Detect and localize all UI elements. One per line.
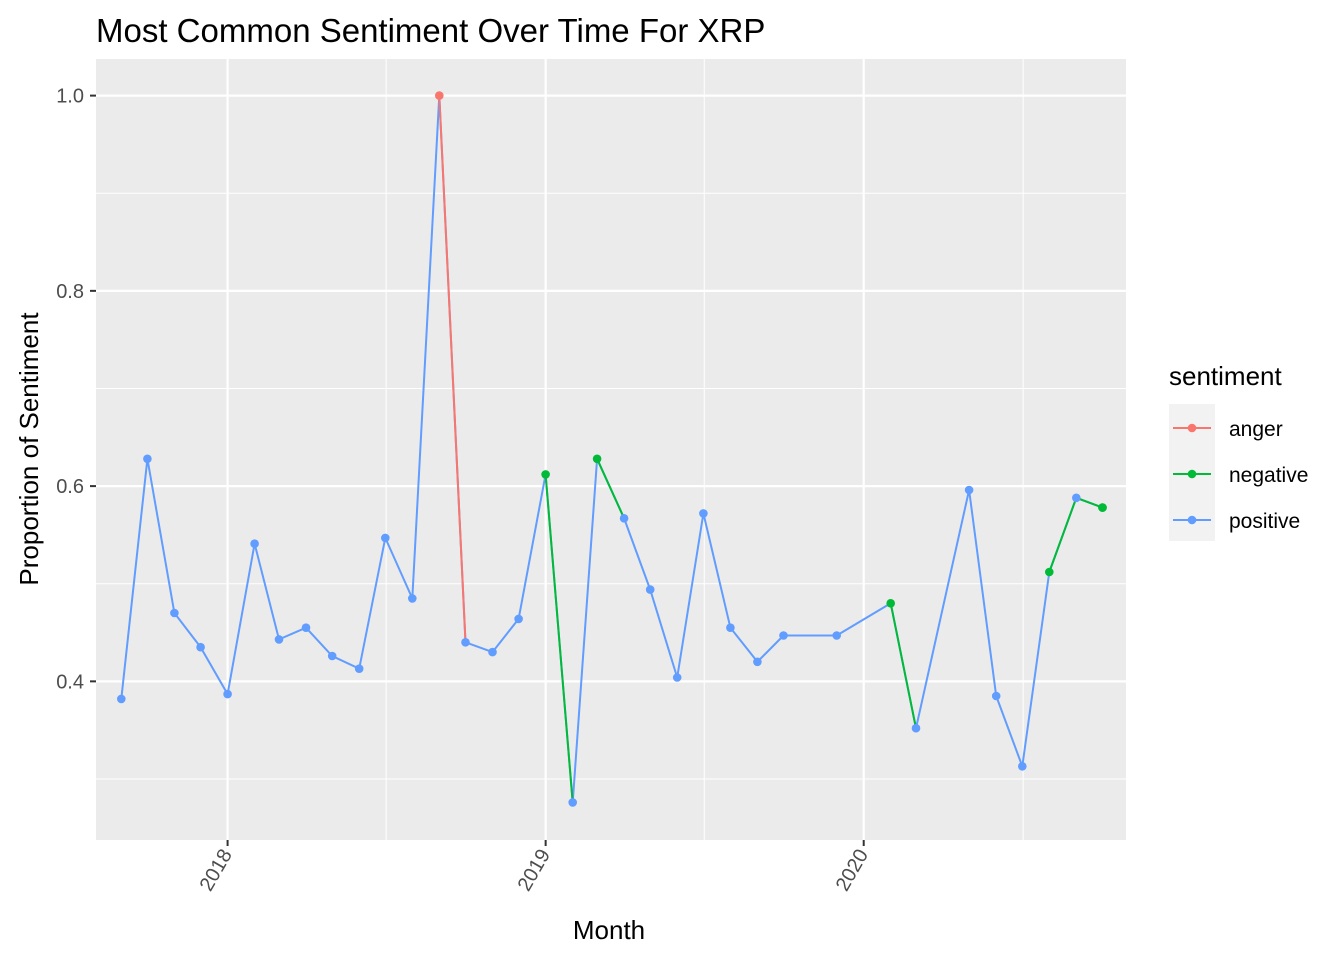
data-point-positive [301,623,311,632]
data-point-positive [514,614,523,624]
legend-key-point [1187,469,1197,479]
chart-title: Most Common Sentiment Over Time For XRP [96,12,765,49]
data-point-positive [699,509,708,518]
legend-label-anger: anger [1229,418,1283,441]
data-point-negative [1098,503,1107,512]
y-axis: 0.4 0.6 0.8 1.0 [56,86,96,693]
data-point-positive [223,689,232,699]
data-point-positive [327,651,337,661]
series-line-negative [596,458,626,519]
data-point-positive [1018,762,1027,771]
series-line-negative [544,474,574,803]
data-point-positive [488,647,497,657]
x-tick-label: 2018 [196,846,237,896]
data-point-positive [991,691,1001,701]
y-tick-label: 0.6 [56,476,84,498]
legend-title: sentiment [1169,361,1282,391]
data-point-positive [381,533,390,543]
y-tick-label: 0.8 [56,281,84,303]
data-point-negative [1045,567,1054,577]
data-point-positive [672,673,682,682]
data-point-positive [250,539,259,548]
major-gridlines [96,59,1126,840]
legend: sentiment anger negative positive [1169,361,1308,541]
data-point-positive [779,631,788,640]
data-point-positive [461,638,470,647]
data-point-negative [541,470,550,479]
data-point-positive [964,485,974,495]
data-point-positive [568,798,577,807]
data-point-positive [832,631,841,640]
y-tick-label: 0.4 [56,671,84,693]
series-line-negative [889,603,917,729]
x-axis: 2018 2019 2020 [196,840,873,895]
series-points [117,91,1107,807]
legend-key-point [1187,515,1197,525]
plot-panel [96,59,1126,840]
data-point-positive [408,594,417,603]
legend-key-point [1187,423,1197,433]
data-point-positive [117,694,126,704]
data-point-positive [911,723,921,733]
y-axis-title: Proportion of Sentiment [14,312,44,586]
x-axis-title: Month [573,915,645,945]
data-point-positive [170,608,179,618]
legend-label-positive: positive [1229,510,1300,533]
data-point-positive [143,454,152,464]
data-point-positive [726,623,735,632]
data-point-negative [592,454,602,464]
data-point-positive [354,664,364,673]
y-tick-label: 1.0 [56,86,84,108]
x-tick-label: 2019 [514,846,555,896]
data-point-positive [753,657,762,667]
data-point-negative [886,599,895,608]
data-point-positive [1072,493,1081,503]
data-point-positive [619,514,629,523]
data-point-positive [645,585,655,594]
data-point-positive [274,635,284,644]
data-point-anger [435,91,444,100]
x-tick-label: 2020 [832,846,873,896]
minor-gridlines [96,59,1126,840]
series-line-anger [438,95,467,643]
data-point-positive [196,642,205,652]
legend-label-negative: negative [1229,464,1308,487]
